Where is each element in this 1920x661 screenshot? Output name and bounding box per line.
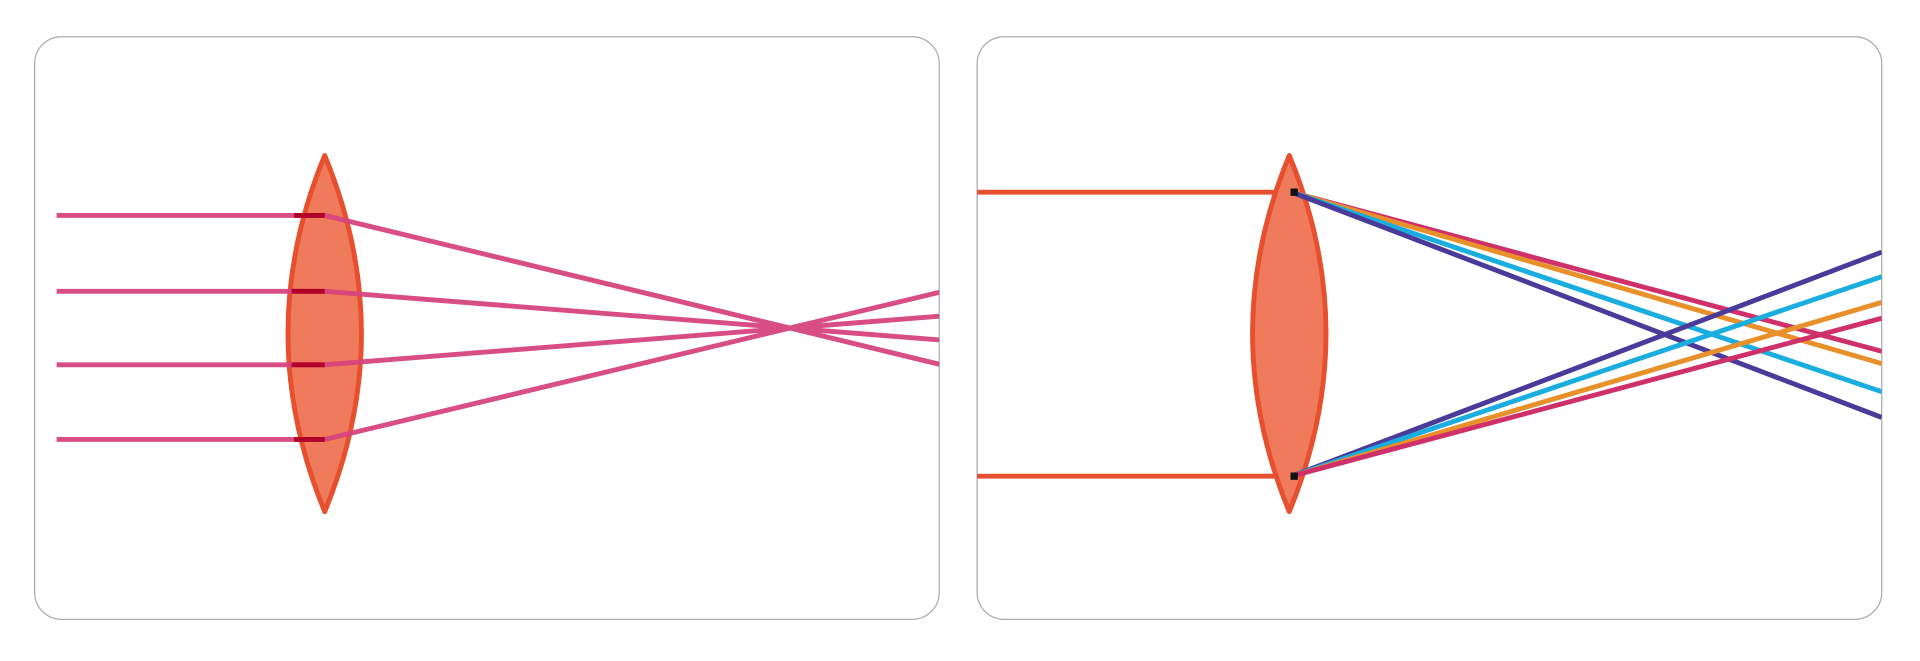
lens-group: [56, 153, 940, 515]
panel-frame: [33, 36, 940, 620]
ray-cyan: [1290, 189, 1882, 395]
ray: [56, 312, 940, 368]
ray-violet: [1290, 249, 1882, 479]
exit-point: [1290, 472, 1298, 480]
ray-violet: [1290, 189, 1882, 420]
lens-group: [977, 153, 1882, 515]
ray-orange: [1291, 189, 1882, 366]
ray-cyan: [1290, 274, 1882, 479]
lens: [285, 153, 364, 515]
incoming-rays: [977, 189, 1292, 479]
exit-points: [1290, 188, 1298, 480]
dispersed-rays: [1290, 189, 1882, 479]
ray-in-lens: [291, 212, 325, 442]
ray: [56, 288, 940, 344]
ray: [56, 212, 940, 371]
ray-red: [1291, 315, 1882, 479]
panel-frame: [976, 36, 1883, 620]
rays: [56, 212, 940, 442]
panel-monochromatic: [33, 36, 940, 620]
ray-orange: [1291, 299, 1882, 479]
lens: [1250, 153, 1329, 515]
ray: [56, 286, 940, 442]
panel-chromatic: [976, 36, 1883, 620]
exit-point: [1290, 188, 1298, 196]
